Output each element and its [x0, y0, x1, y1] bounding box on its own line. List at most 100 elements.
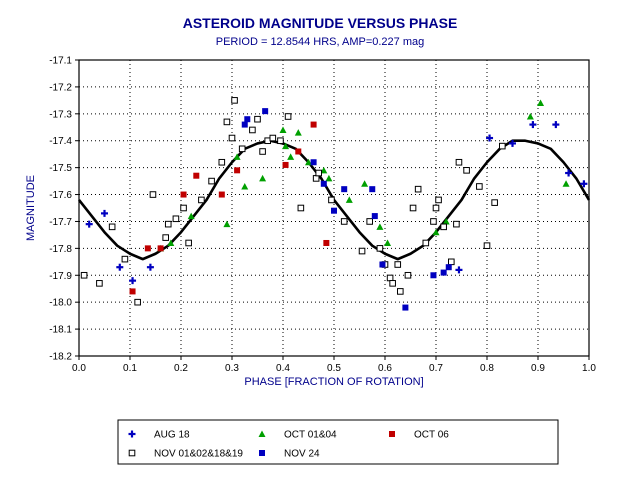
data-point	[440, 269, 447, 276]
data-point	[358, 247, 366, 255]
data-point	[108, 223, 116, 231]
data-point	[397, 288, 404, 295]
y-tick-label: -17.9	[49, 271, 72, 282]
data-point	[249, 126, 256, 134]
data-point	[85, 220, 93, 228]
data-point	[162, 234, 169, 241]
x-tick-label: 0.5	[327, 363, 341, 374]
data-point	[101, 209, 108, 217]
x-axis-label: PHASE [FRACTION OF ROTATION]	[244, 376, 423, 388]
data-point	[320, 180, 327, 187]
x-tick-label: 0.6	[378, 363, 392, 374]
data-point	[279, 126, 287, 133]
data-point	[310, 159, 317, 166]
data-point	[218, 158, 226, 166]
data-point	[180, 191, 187, 198]
legend-label: OCT 06	[414, 430, 449, 441]
data-point	[295, 148, 302, 155]
data-point	[389, 280, 396, 287]
data-point	[223, 220, 231, 228]
data-point	[241, 121, 248, 128]
x-tick-label: 0.0	[72, 363, 86, 374]
data-point	[435, 196, 442, 204]
data-point	[277, 137, 284, 145]
data-point	[341, 186, 348, 193]
data-point	[486, 134, 494, 142]
grid-lines	[75, 59, 590, 360]
data-point	[483, 242, 491, 249]
data-point	[455, 158, 463, 166]
data-point	[384, 239, 392, 246]
data-point	[386, 274, 394, 282]
data-point	[430, 272, 437, 279]
data-point	[422, 239, 430, 247]
data-point	[315, 169, 322, 177]
x-tick-label: 0.2	[174, 363, 188, 374]
data-point	[228, 134, 236, 142]
legend-marker	[128, 449, 136, 457]
data-point	[180, 204, 187, 212]
chart-subtitle: PERIOD = 12.8544 HRS, AMP=0.227 mag	[216, 36, 425, 48]
data-point	[455, 266, 463, 274]
data-point	[369, 186, 376, 193]
data-point	[432, 204, 440, 212]
data-point	[331, 207, 337, 214]
y-tick-label: -17.5	[49, 163, 72, 174]
data-point	[366, 218, 373, 225]
legend-marker	[259, 450, 265, 456]
data-point	[499, 142, 506, 150]
data-point	[562, 180, 570, 187]
data-point	[244, 116, 251, 123]
data-point	[223, 118, 231, 126]
data-point	[328, 196, 335, 204]
data-point	[259, 148, 266, 155]
data-point	[129, 288, 136, 295]
data-point	[453, 220, 460, 228]
data-point	[565, 169, 573, 177]
data-point	[121, 255, 129, 263]
data-point	[305, 158, 312, 166]
data-point	[96, 280, 103, 287]
data-point	[282, 161, 289, 168]
data-point	[157, 245, 164, 252]
data-point	[172, 215, 180, 223]
data-point	[409, 204, 417, 212]
y-tick-label: -17.6	[49, 190, 72, 201]
data-point	[320, 166, 328, 174]
data-point	[231, 97, 238, 104]
data-point	[402, 304, 409, 311]
data-point	[379, 261, 386, 268]
data-point	[234, 167, 241, 174]
y-tick-label: -17.2	[49, 82, 72, 93]
data-point	[254, 115, 261, 123]
data-point	[404, 271, 412, 279]
legend-marker	[258, 430, 266, 437]
data-point	[445, 264, 452, 271]
data-point	[233, 153, 241, 160]
data-point	[297, 204, 305, 212]
data-point	[269, 134, 277, 142]
data-point	[208, 177, 215, 185]
y-tick-label: -18.0	[49, 298, 72, 309]
x-tick-label: 0.9	[531, 363, 545, 374]
data-point	[371, 213, 378, 220]
data-points	[80, 97, 588, 311]
x-tick-label: 0.4	[276, 363, 290, 374]
data-point	[116, 263, 124, 271]
data-point	[526, 113, 534, 120]
data-point	[509, 139, 516, 147]
data-point	[476, 183, 483, 190]
data-point	[146, 263, 154, 271]
data-point	[552, 121, 560, 129]
data-point	[323, 239, 330, 246]
y-tick-label: -17.3	[49, 109, 72, 120]
data-point	[185, 239, 192, 247]
data-point	[448, 258, 455, 266]
data-point	[167, 239, 175, 246]
data-point	[187, 212, 195, 220]
data-point	[144, 245, 151, 252]
data-point	[414, 185, 422, 193]
data-point	[80, 271, 88, 279]
y-tick-label: -17.7	[49, 217, 72, 228]
